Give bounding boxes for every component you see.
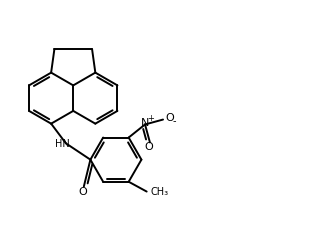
Text: -: - [173, 116, 176, 126]
Text: +: + [148, 114, 154, 123]
Text: O: O [165, 113, 174, 123]
Text: O: O [78, 187, 87, 197]
Text: O: O [144, 142, 153, 152]
Text: HN: HN [54, 139, 69, 149]
Text: N: N [141, 118, 149, 128]
Text: CH₃: CH₃ [151, 187, 169, 196]
